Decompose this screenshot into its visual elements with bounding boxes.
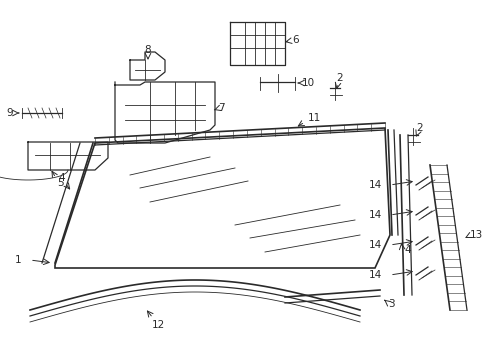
Text: 5: 5 bbox=[57, 178, 63, 188]
Text: 8: 8 bbox=[144, 45, 151, 55]
Text: 14: 14 bbox=[368, 270, 381, 280]
Text: 4: 4 bbox=[403, 245, 410, 255]
Text: 9: 9 bbox=[7, 108, 13, 118]
Text: 7: 7 bbox=[218, 103, 224, 113]
Text: 1: 1 bbox=[15, 255, 21, 265]
Text: 11: 11 bbox=[307, 113, 321, 123]
Text: 13: 13 bbox=[469, 230, 482, 240]
Text: 14: 14 bbox=[368, 180, 381, 190]
Text: 10: 10 bbox=[302, 78, 314, 88]
Text: 14: 14 bbox=[368, 240, 381, 250]
Text: 14: 14 bbox=[368, 210, 381, 220]
Text: 12: 12 bbox=[151, 320, 164, 330]
Text: 2: 2 bbox=[416, 123, 423, 133]
Text: 4: 4 bbox=[59, 173, 65, 183]
Text: 6: 6 bbox=[291, 35, 298, 45]
Text: 2: 2 bbox=[336, 73, 343, 83]
Text: 3: 3 bbox=[387, 299, 394, 309]
